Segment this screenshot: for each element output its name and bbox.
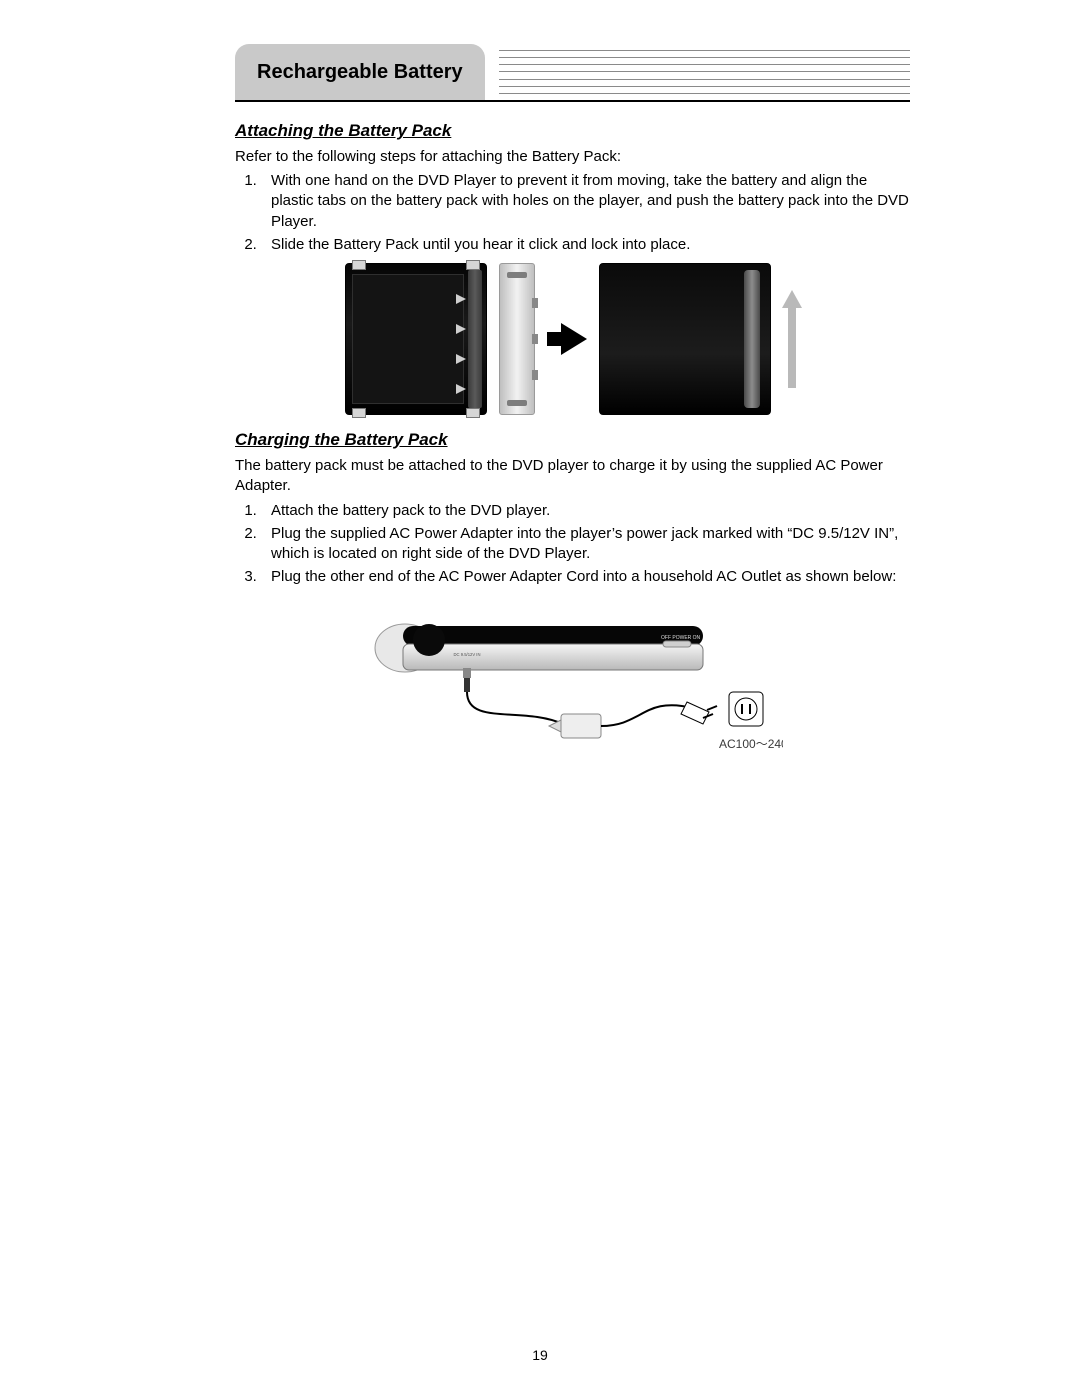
header-decorative-lines (499, 44, 910, 100)
list-item: Plug the supplied AC Power Adapter into … (261, 524, 910, 565)
section1-steps: With one hand on the DVD Player to preve… (235, 171, 910, 255)
list-item: Attach the battery pack to the DVD playe… (261, 501, 910, 521)
dc-jack-label: DC 9.5/12V IN (453, 652, 480, 657)
arrow-up-icon (783, 290, 801, 388)
page-number: 19 (0, 1347, 1080, 1363)
figure-charging-diagram: OFF POWER ON DC 9.5/12V IN (235, 596, 910, 796)
header-line (499, 79, 910, 80)
section1-intro: Refer to the following steps for attachi… (235, 147, 910, 167)
section-heading-attaching: Attaching the Battery Pack (235, 120, 910, 143)
section2-intro: The battery pack must be attached to the… (235, 456, 910, 497)
dvd-player-back-icon (345, 263, 487, 415)
power-switch-label: OFF POWER ON (661, 635, 701, 641)
page-header: Rechargeable Battery (235, 44, 910, 100)
header-line (499, 93, 910, 94)
header-line (499, 50, 910, 51)
battery-bracket-icon (499, 263, 535, 415)
list-item: Slide the Battery Pack until you hear it… (261, 235, 910, 255)
page-content: Attaching the Battery Pack Refer to the … (235, 120, 910, 796)
list-item: Plug the other end of the AC Power Adapt… (261, 567, 910, 587)
header-line (499, 64, 910, 65)
figure-attach-battery (235, 263, 910, 415)
outlet-voltage-label: AC100～240V (719, 737, 783, 751)
header-line (499, 71, 910, 72)
header-tab: Rechargeable Battery (235, 44, 485, 100)
list-item: With one hand on the DVD Player to preve… (261, 171, 910, 232)
battery-pack-icon (599, 263, 771, 415)
header-title: Rechargeable Battery (257, 61, 463, 84)
header-line (499, 86, 910, 87)
figure1-layout (345, 263, 801, 415)
charging-diagram-svg: OFF POWER ON DC 9.5/12V IN (363, 596, 783, 796)
wall-outlet-icon (729, 692, 763, 726)
header-line (499, 57, 910, 58)
section2-steps: Attach the battery pack to the DVD playe… (235, 501, 910, 588)
ac-plug-icon (681, 702, 717, 724)
manual-page: Rechargeable Battery Attaching the Batte… (0, 0, 1080, 1397)
section-heading-charging: Charging the Battery Pack (235, 429, 910, 452)
arrow-right-icon (561, 323, 587, 355)
header-rule (235, 100, 910, 102)
